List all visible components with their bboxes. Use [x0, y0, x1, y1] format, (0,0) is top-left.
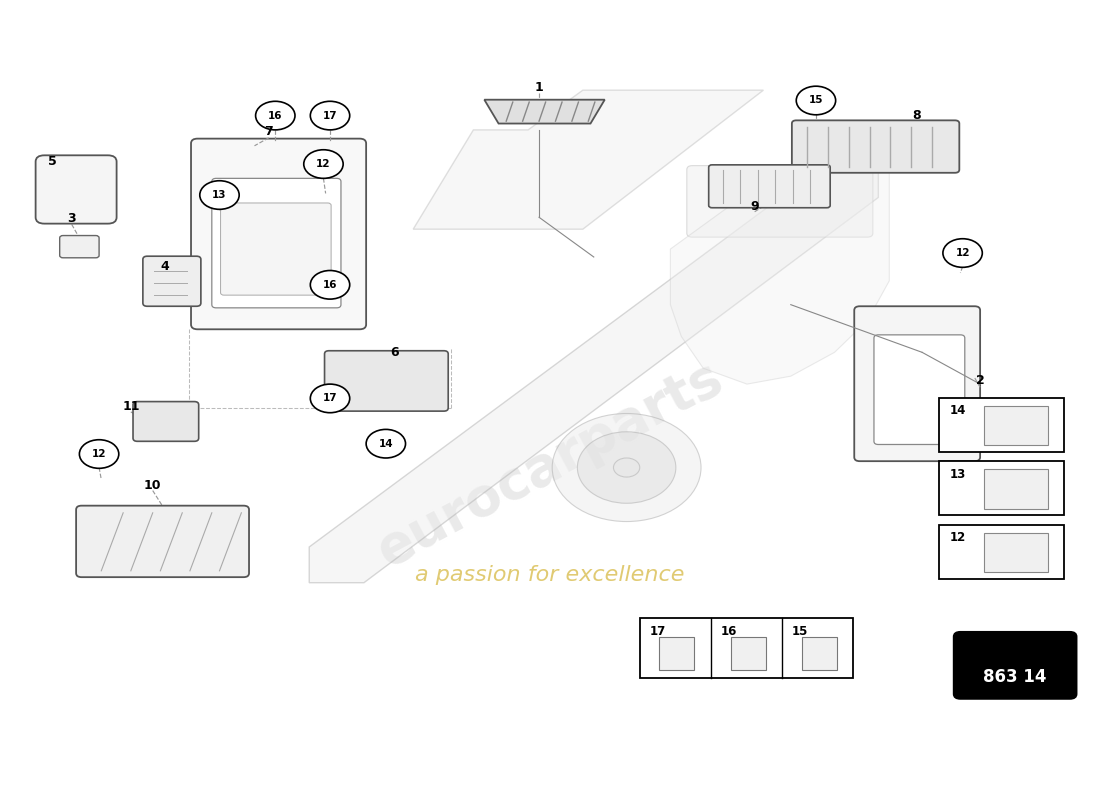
FancyBboxPatch shape [954, 632, 1077, 698]
Polygon shape [309, 162, 878, 582]
Text: 13: 13 [212, 190, 227, 200]
Text: 15: 15 [792, 625, 808, 638]
Circle shape [310, 102, 350, 130]
FancyBboxPatch shape [874, 335, 965, 445]
Circle shape [79, 440, 119, 468]
Text: 16: 16 [720, 625, 737, 638]
Polygon shape [670, 146, 889, 384]
FancyBboxPatch shape [938, 461, 1065, 515]
Circle shape [943, 238, 982, 267]
FancyBboxPatch shape [984, 533, 1048, 572]
FancyBboxPatch shape [686, 166, 873, 237]
FancyBboxPatch shape [76, 506, 249, 577]
FancyBboxPatch shape [143, 256, 201, 306]
Polygon shape [484, 100, 605, 123]
Circle shape [366, 430, 406, 458]
FancyBboxPatch shape [938, 398, 1065, 452]
FancyBboxPatch shape [984, 406, 1048, 446]
Text: 17: 17 [322, 110, 338, 121]
FancyBboxPatch shape [938, 525, 1065, 578]
Text: 10: 10 [144, 478, 162, 491]
FancyBboxPatch shape [191, 138, 366, 330]
Text: 11: 11 [122, 400, 140, 413]
FancyBboxPatch shape [984, 469, 1048, 509]
Text: 8: 8 [912, 109, 921, 122]
FancyBboxPatch shape [59, 235, 99, 258]
FancyBboxPatch shape [35, 155, 117, 224]
Text: 15: 15 [808, 95, 823, 106]
Text: 12: 12 [956, 248, 970, 258]
Text: 12: 12 [949, 531, 966, 544]
FancyBboxPatch shape [212, 178, 341, 308]
FancyBboxPatch shape [855, 306, 980, 461]
Text: 17: 17 [322, 394, 338, 403]
Text: 3: 3 [67, 212, 76, 226]
Text: 14: 14 [949, 404, 966, 417]
Text: 863 14: 863 14 [983, 668, 1047, 686]
Text: 5: 5 [47, 155, 56, 168]
Text: eurocarparts: eurocarparts [368, 350, 732, 577]
Text: 4: 4 [161, 260, 169, 273]
Circle shape [552, 414, 701, 522]
Text: 14: 14 [378, 438, 393, 449]
Text: 9: 9 [750, 201, 759, 214]
FancyBboxPatch shape [802, 637, 837, 670]
Text: 16: 16 [268, 110, 283, 121]
FancyBboxPatch shape [708, 165, 830, 208]
Circle shape [578, 432, 675, 503]
Text: 7: 7 [264, 125, 273, 138]
FancyBboxPatch shape [730, 637, 766, 670]
FancyBboxPatch shape [640, 618, 854, 678]
Circle shape [255, 102, 295, 130]
FancyBboxPatch shape [221, 203, 331, 295]
Text: 12: 12 [316, 159, 331, 169]
Text: a passion for excellence: a passion for excellence [416, 565, 684, 585]
FancyBboxPatch shape [324, 350, 448, 411]
Circle shape [614, 458, 640, 477]
Circle shape [310, 384, 350, 413]
Circle shape [304, 150, 343, 178]
Text: 12: 12 [91, 449, 107, 459]
FancyBboxPatch shape [792, 120, 959, 173]
Text: 6: 6 [390, 346, 399, 359]
FancyBboxPatch shape [659, 637, 694, 670]
Circle shape [796, 86, 836, 114]
Circle shape [310, 270, 350, 299]
FancyBboxPatch shape [133, 402, 199, 442]
Text: 13: 13 [949, 467, 966, 481]
Text: 1: 1 [535, 82, 543, 94]
Circle shape [200, 181, 239, 210]
Text: 17: 17 [650, 625, 666, 638]
Text: 16: 16 [322, 280, 338, 290]
Polygon shape [414, 90, 763, 229]
Text: 2: 2 [976, 374, 984, 386]
